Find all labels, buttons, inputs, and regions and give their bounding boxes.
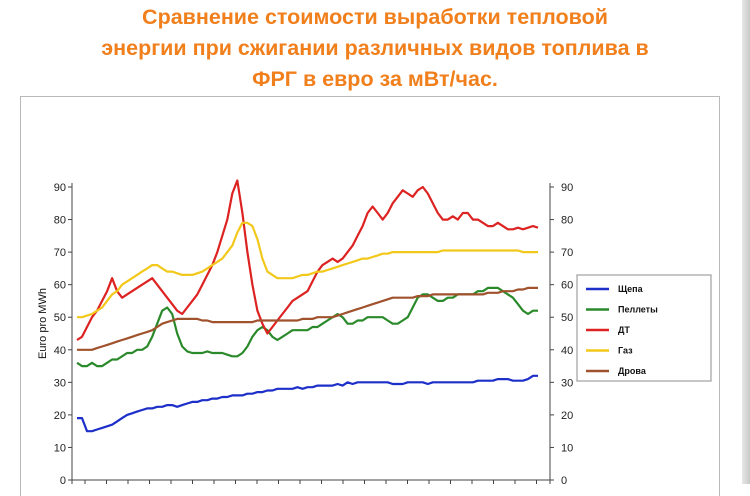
y-tick-label-left-3: 30 [54, 377, 66, 389]
series-line-4 [77, 286, 538, 351]
series-line-1 [76, 286, 538, 368]
chart-series-lines [76, 179, 539, 433]
y-tick-label-right-2: 20 [561, 410, 573, 422]
y-tick-label-left-4: 40 [54, 345, 66, 357]
legend-label-0: Щепа [618, 284, 644, 294]
y-tick-label-left-9: 90 [54, 182, 66, 194]
y-tick-label-left-2: 20 [54, 410, 66, 422]
legend-label-2: ДТ [618, 325, 630, 335]
title-line-2: энергии при сжигании различных видов топ… [101, 36, 649, 60]
y-tick-label-right-5: 50 [561, 312, 573, 324]
chart-legend: Щепа Пеллеты ДТ Газ Дрова [576, 274, 712, 382]
line-chart: 0 0 10 10 20 20 30 30 40 40 50 50 60 60 70 70 80 80 90 90 Eu… [37, 179, 712, 484]
y-tick-label-right-9: 90 [561, 182, 573, 194]
y-tick-label-left-7: 70 [54, 247, 66, 259]
y-tick-label-right-3: 30 [561, 377, 573, 389]
legend-label-3: Газ [618, 346, 633, 356]
y-tick-label-left-8: 80 [54, 215, 66, 227]
title-line-3: ФРГ в евро за мВт/час. [252, 67, 498, 91]
y-tick-label-left-0: 0 [60, 475, 66, 484]
slide-title: Сравнение стоимости выработки тепловой э… [0, 2, 750, 95]
title-line-1: Сравнение стоимости выработки тепловой [142, 5, 608, 29]
y-tick-label-left-1: 10 [54, 442, 66, 454]
y-tick-label-right-7: 70 [561, 247, 573, 259]
legend-label-4: Дрова [618, 366, 647, 376]
y-tick-label-right-1: 10 [561, 442, 573, 454]
legend-box [576, 274, 712, 382]
legend-label-1: Пеллеты [618, 305, 658, 315]
slide-edge [742, 0, 750, 484]
series-line-2 [76, 179, 539, 341]
chart-axes: 0 0 10 10 20 20 30 30 40 40 50 50 60 60 70 70 80 80 90 90 Eu… [37, 182, 573, 484]
y-axis-label: Euro pro MWh [37, 288, 49, 359]
y-tick-label-right-6: 60 [561, 280, 573, 292]
series-line-3 [77, 221, 538, 319]
y-tick-label-right-4: 40 [561, 345, 573, 357]
y-tick-label-left-5: 50 [54, 312, 66, 324]
y-tick-label-left-6: 60 [54, 280, 66, 292]
y-tick-label-right-8: 80 [561, 215, 573, 227]
y-tick-label-right-0: 0 [561, 475, 567, 484]
series-line-0 [77, 374, 538, 433]
